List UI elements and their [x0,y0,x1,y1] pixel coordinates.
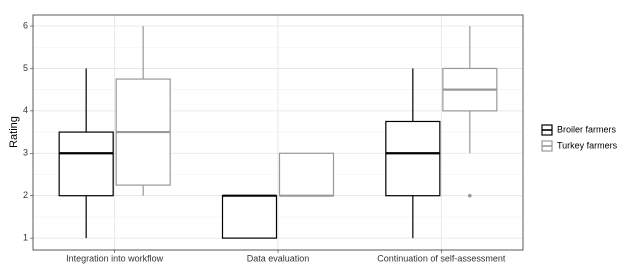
y-tick-label: 3 [23,148,28,158]
box [58,131,114,197]
y-axis-label: Rating [8,116,20,148]
x-tick-label: Continuation of self-assessment [377,253,506,263]
legend-label: Broiler farmers [557,124,617,134]
box [278,152,335,197]
y-tick-label: 1 [23,232,28,242]
box [221,195,278,239]
y-tick-label: 5 [23,63,28,73]
x-tick-label: Integration into workflow [66,253,164,263]
x-tick-label: Data evaluation [247,253,310,263]
y-tick-label: 6 [23,20,28,30]
y-tick-label: 2 [23,190,28,200]
box [385,120,441,197]
outlier [468,193,472,198]
y-tick-label: 4 [23,105,28,115]
legend-label: Turkey farmers [557,140,618,150]
panel-border [32,14,524,251]
